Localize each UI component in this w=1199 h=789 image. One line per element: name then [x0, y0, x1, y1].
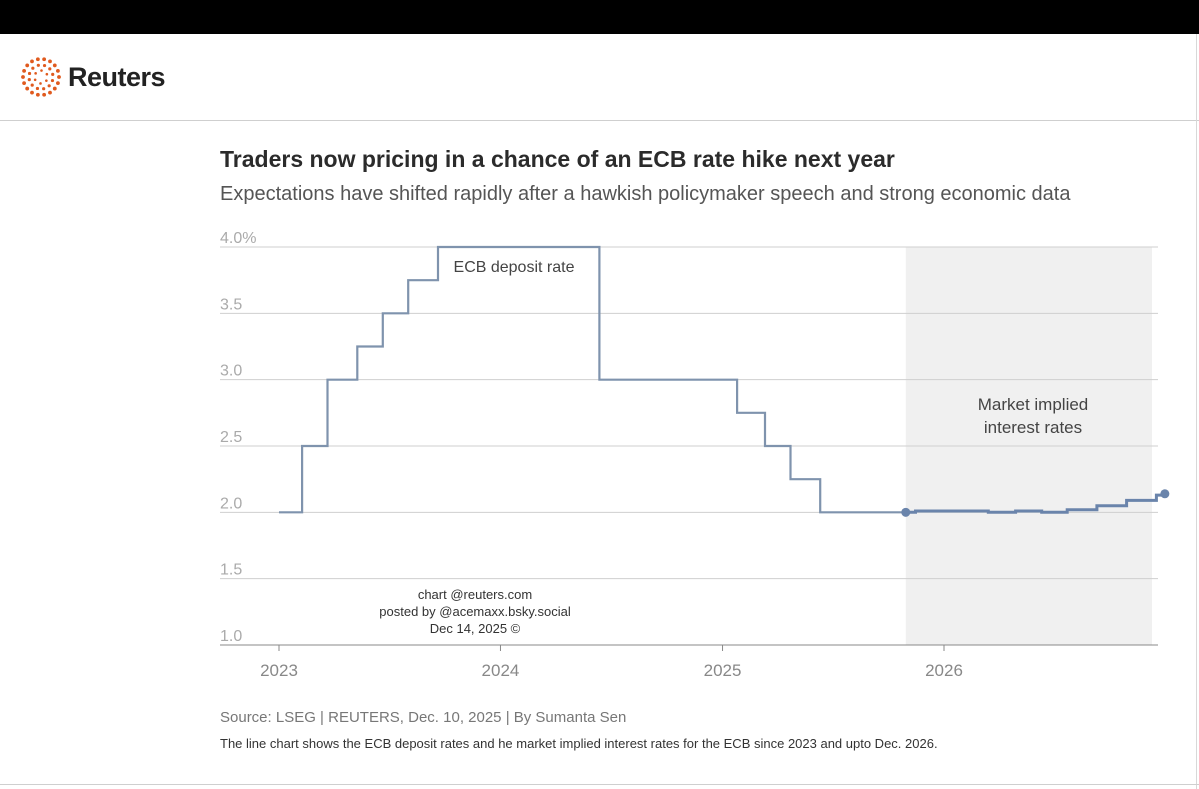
y-tick-label: 2.0	[220, 495, 242, 512]
logo-dot	[45, 72, 49, 76]
y-tick-label: 3.0	[220, 363, 242, 380]
source-note: Source: LSEG | REUTERS, Dec. 10, 2025 | …	[220, 709, 627, 726]
logo-dot	[42, 57, 47, 62]
logo-dot	[39, 82, 42, 85]
logo-dot	[30, 59, 34, 64]
x-tick-label: 2026	[925, 661, 963, 680]
logo-dot	[33, 78, 37, 82]
series-start-point	[901, 507, 911, 517]
logo-dot	[52, 86, 57, 91]
logo-dot	[22, 68, 26, 73]
logo-dot	[48, 59, 52, 64]
logo-dot	[56, 81, 60, 86]
region-label-line-1: Market implied	[978, 395, 1089, 414]
logo-dot	[52, 63, 57, 68]
logo-dot	[35, 57, 40, 62]
site-header: Reuters	[0, 34, 1199, 120]
brand-name: Reuters	[68, 62, 166, 92]
footer-divider	[0, 784, 1199, 785]
logo-dot	[47, 84, 51, 88]
y-tick-label: 4.0%	[220, 230, 256, 247]
chart-subtitle: Expectations have shifted rapidly after …	[220, 183, 1071, 205]
logo-dot	[42, 63, 47, 68]
logo-dot	[22, 81, 26, 86]
logo-dot	[35, 92, 40, 97]
watermark-line: chart @reuters.com	[418, 587, 532, 602]
logo-dot	[51, 72, 55, 76]
logo-dot	[30, 90, 34, 95]
chart-description: The line chart shows the ECB deposit rat…	[220, 736, 938, 751]
series-line-market-implied	[905, 493, 1167, 514]
logo-dot	[35, 86, 40, 91]
logo-dot	[42, 87, 46, 91]
logo-dot	[48, 90, 52, 95]
x-tick-label: 2023	[260, 661, 298, 680]
logo-dot	[42, 92, 47, 97]
logo-dot	[31, 66, 35, 70]
y-tick-label: 2.5	[220, 429, 242, 446]
reuters-dots-icon	[21, 57, 61, 97]
logo-dot	[50, 78, 55, 83]
logo-dot	[56, 68, 60, 73]
logo-dot	[57, 75, 61, 79]
series-end-point	[1160, 489, 1170, 499]
y-tick-label: 1.0	[220, 628, 242, 645]
watermark-line: posted by @acemaxx.bsky.social	[379, 604, 571, 619]
series-label-ecb-deposit-rate: ECB deposit rate	[454, 259, 575, 276]
logo-dot	[27, 78, 31, 82]
y-tick-label: 1.5	[220, 562, 242, 579]
logo-dot	[40, 69, 43, 72]
x-tick-label: 2024	[482, 661, 520, 680]
series-line-ecb-deposit-rate	[279, 245, 906, 514]
logo-dot	[30, 83, 34, 87]
logo-dot	[25, 63, 30, 68]
logo-dot	[34, 72, 37, 75]
x-tick-label: 2025	[704, 661, 742, 680]
top-black-bar	[0, 0, 1199, 34]
right-border	[1196, 34, 1197, 789]
chart-title: Traders now pricing in a chance of an EC…	[220, 146, 895, 172]
logo-dot	[21, 75, 25, 79]
logo-dot	[27, 71, 32, 76]
y-tick-label: 3.5	[220, 296, 242, 313]
logo-dot	[45, 79, 48, 82]
watermark-line: Dec 14, 2025 ©	[430, 621, 521, 636]
logo-dot	[25, 86, 30, 91]
logo-dot	[36, 63, 40, 67]
header-divider	[0, 120, 1199, 121]
region-label-line-2: interest rates	[984, 418, 1082, 437]
logo-dot	[48, 67, 52, 71]
